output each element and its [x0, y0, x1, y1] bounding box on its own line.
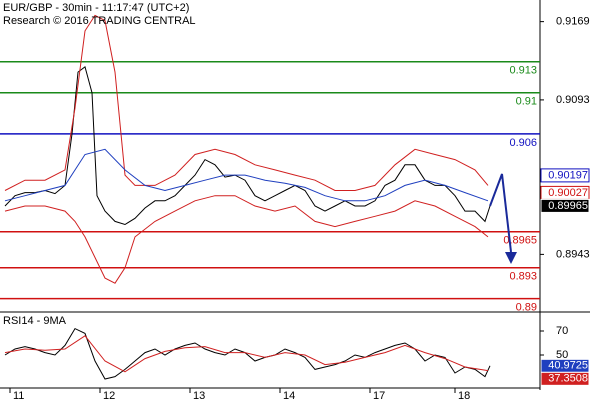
y-tick-label: 0.8943: [556, 248, 590, 260]
y-tick-label: 70: [556, 325, 568, 337]
x-tick-label: 12: [103, 390, 115, 400]
forecast-arrow: [489, 173, 512, 253]
level-label: 0.8965: [503, 235, 537, 247]
series-line: [4, 195, 489, 284]
series-line: [4, 335, 489, 373]
price-tag: [540, 198, 590, 213]
rsi-title: RSI14 - 9MA: [3, 315, 67, 327]
marks: 0.9169 0.9093 0.8943 0.913 0.91 0.906 0.8965 0.…: [0, 14, 590, 400]
chart-title: EUR/GBP - 30min - 11:17:47 (UTC+2): [3, 2, 189, 14]
forecast-arrow-head: [505, 252, 517, 264]
x-tick-label: 14: [283, 390, 295, 400]
level-label: 0.913: [509, 65, 537, 77]
level-label: 0.906: [509, 137, 537, 149]
price-tag-label: 0.90027: [548, 187, 588, 199]
series-line: [4, 14, 489, 191]
x-tick-label: 11: [13, 390, 24, 400]
price-tag-label: 40.9725: [548, 360, 588, 372]
price-tag: [540, 168, 590, 183]
price-tag: [540, 371, 590, 386]
chart-subtitle: Research © 2016 TRADING CENTRAL: [3, 15, 196, 27]
level-label: 0.91: [516, 96, 537, 108]
level-label: 0.89: [516, 302, 537, 314]
x-tick-label: 13: [193, 390, 205, 400]
series-line: [4, 66, 491, 226]
y-tick-label: 50: [556, 349, 568, 361]
level-label: 0.893: [509, 271, 537, 283]
series-line: [4, 148, 489, 202]
x-tick-label: 17: [373, 390, 385, 400]
price-tag-label: 37.3508: [548, 373, 588, 385]
x-tick-label: 18: [458, 390, 470, 400]
y-tick-label: 0.9169: [556, 16, 590, 28]
price-tag-label: 0.89965: [548, 200, 588, 212]
y-tick-label: 0.9093: [556, 94, 590, 106]
price-tag-label: 0.90197: [548, 169, 588, 181]
